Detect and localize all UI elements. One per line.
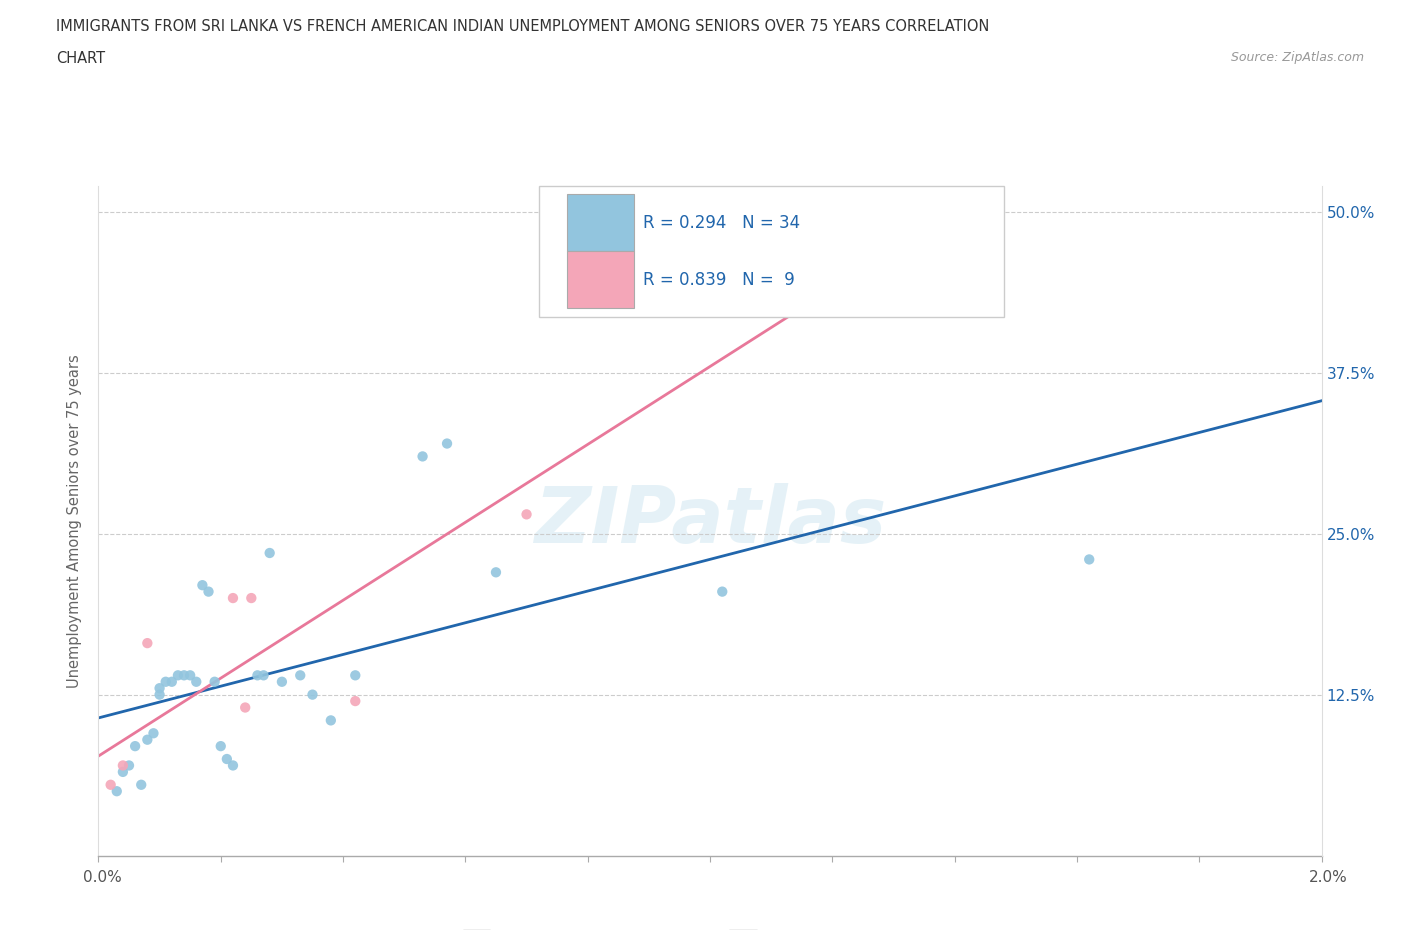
- Point: [142, 725, 165, 740]
- Text: R = 0.294   N = 34: R = 0.294 N = 34: [643, 214, 800, 232]
- Point: [485, 565, 508, 579]
- Text: 0.0%: 0.0%: [83, 870, 122, 884]
- FancyBboxPatch shape: [567, 194, 634, 251]
- Point: [215, 751, 238, 766]
- Point: [259, 546, 281, 561]
- Point: [319, 713, 342, 728]
- Point: [118, 758, 141, 773]
- Point: [129, 777, 152, 792]
- Point: [290, 668, 312, 683]
- Point: [191, 578, 214, 592]
- Point: [1078, 552, 1101, 567]
- Text: ZIPatlas: ZIPatlas: [534, 483, 886, 559]
- Point: [111, 764, 134, 779]
- Point: [197, 584, 219, 599]
- Point: [515, 507, 537, 522]
- Point: [222, 758, 245, 773]
- Point: [301, 687, 323, 702]
- Point: [149, 687, 172, 702]
- Point: [111, 758, 134, 773]
- Text: 2.0%: 2.0%: [1309, 870, 1348, 884]
- Point: [912, 192, 935, 206]
- Point: [204, 674, 226, 689]
- FancyBboxPatch shape: [567, 251, 634, 308]
- Point: [136, 636, 159, 651]
- Text: R = 0.839   N =  9: R = 0.839 N = 9: [643, 271, 794, 288]
- Point: [124, 738, 146, 753]
- Point: [100, 777, 122, 792]
- Text: Source: ZipAtlas.com: Source: ZipAtlas.com: [1230, 51, 1364, 64]
- Point: [240, 591, 263, 605]
- Point: [173, 668, 195, 683]
- Text: IMMIGRANTS FROM SRI LANKA VS FRENCH AMERICAN INDIAN UNEMPLOYMENT AMONG SENIORS O: IMMIGRANTS FROM SRI LANKA VS FRENCH AMER…: [56, 19, 990, 33]
- Point: [711, 584, 734, 599]
- Point: [270, 674, 294, 689]
- Point: [155, 674, 177, 689]
- Point: [149, 681, 172, 696]
- Point: [179, 668, 201, 683]
- Point: [233, 700, 256, 715]
- Legend: Immigrants from Sri Lanka, French American Indians: Immigrants from Sri Lanka, French Americ…: [457, 923, 963, 930]
- Point: [136, 732, 159, 747]
- Point: [412, 449, 434, 464]
- Point: [246, 668, 269, 683]
- Text: CHART: CHART: [56, 51, 105, 66]
- Point: [344, 668, 367, 683]
- Point: [222, 591, 245, 605]
- Point: [344, 694, 367, 709]
- Point: [436, 436, 458, 451]
- FancyBboxPatch shape: [538, 186, 1004, 316]
- Point: [160, 674, 183, 689]
- Point: [105, 784, 128, 799]
- Point: [252, 668, 274, 683]
- Point: [209, 738, 232, 753]
- Point: [186, 674, 208, 689]
- Point: [167, 668, 190, 683]
- Y-axis label: Unemployment Among Seniors over 75 years: Unemployment Among Seniors over 75 years: [67, 354, 83, 687]
